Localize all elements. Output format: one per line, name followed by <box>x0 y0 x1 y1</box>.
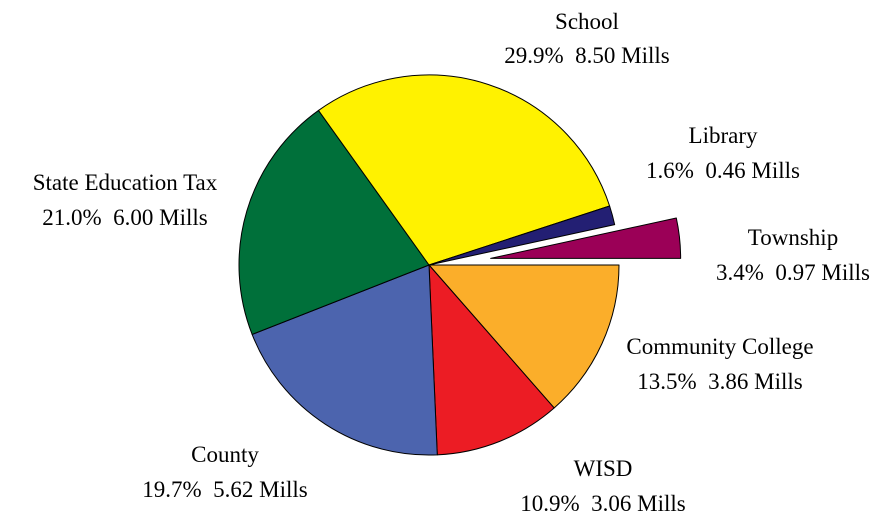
label-value-county: 19.7% 5.62 Mills <box>142 477 308 502</box>
pie-slice-township <box>490 217 682 259</box>
pie-slice-state-education-tax <box>238 109 430 335</box>
pie-slice-school <box>317 74 611 266</box>
label-value-school: 29.9% 8.50 Mills <box>504 43 670 68</box>
pie-slice-community-college <box>428 264 620 409</box>
label-name-state-education-tax: State Education Tax <box>33 170 218 195</box>
label-value-library: 1.6% 0.46 Mills <box>646 158 800 183</box>
pie-slices <box>238 74 682 456</box>
label-value-community-college: 13.5% 3.86 Mills <box>637 369 803 394</box>
label-value-township: 3.4% 0.97 Mills <box>716 260 870 285</box>
label-name-county: County <box>191 442 259 467</box>
pie-slice-library <box>428 205 616 266</box>
label-name-library: Library <box>689 123 758 148</box>
label-value-state-education-tax: 21.0% 6.00 Mills <box>42 205 208 230</box>
label-value-wisd: 10.9% 3.06 Mills <box>520 491 686 516</box>
pie-slice-county <box>251 264 438 456</box>
pie-labels: Community College 13.5% 3.86 Mills WISD … <box>33 9 870 516</box>
label-name-school: School <box>555 9 619 34</box>
label-name-township: Township <box>748 225 838 250</box>
pie-slice-wisd <box>428 264 555 456</box>
label-name-wisd: WISD <box>574 456 633 481</box>
label-name-community-college: Community College <box>626 334 813 359</box>
